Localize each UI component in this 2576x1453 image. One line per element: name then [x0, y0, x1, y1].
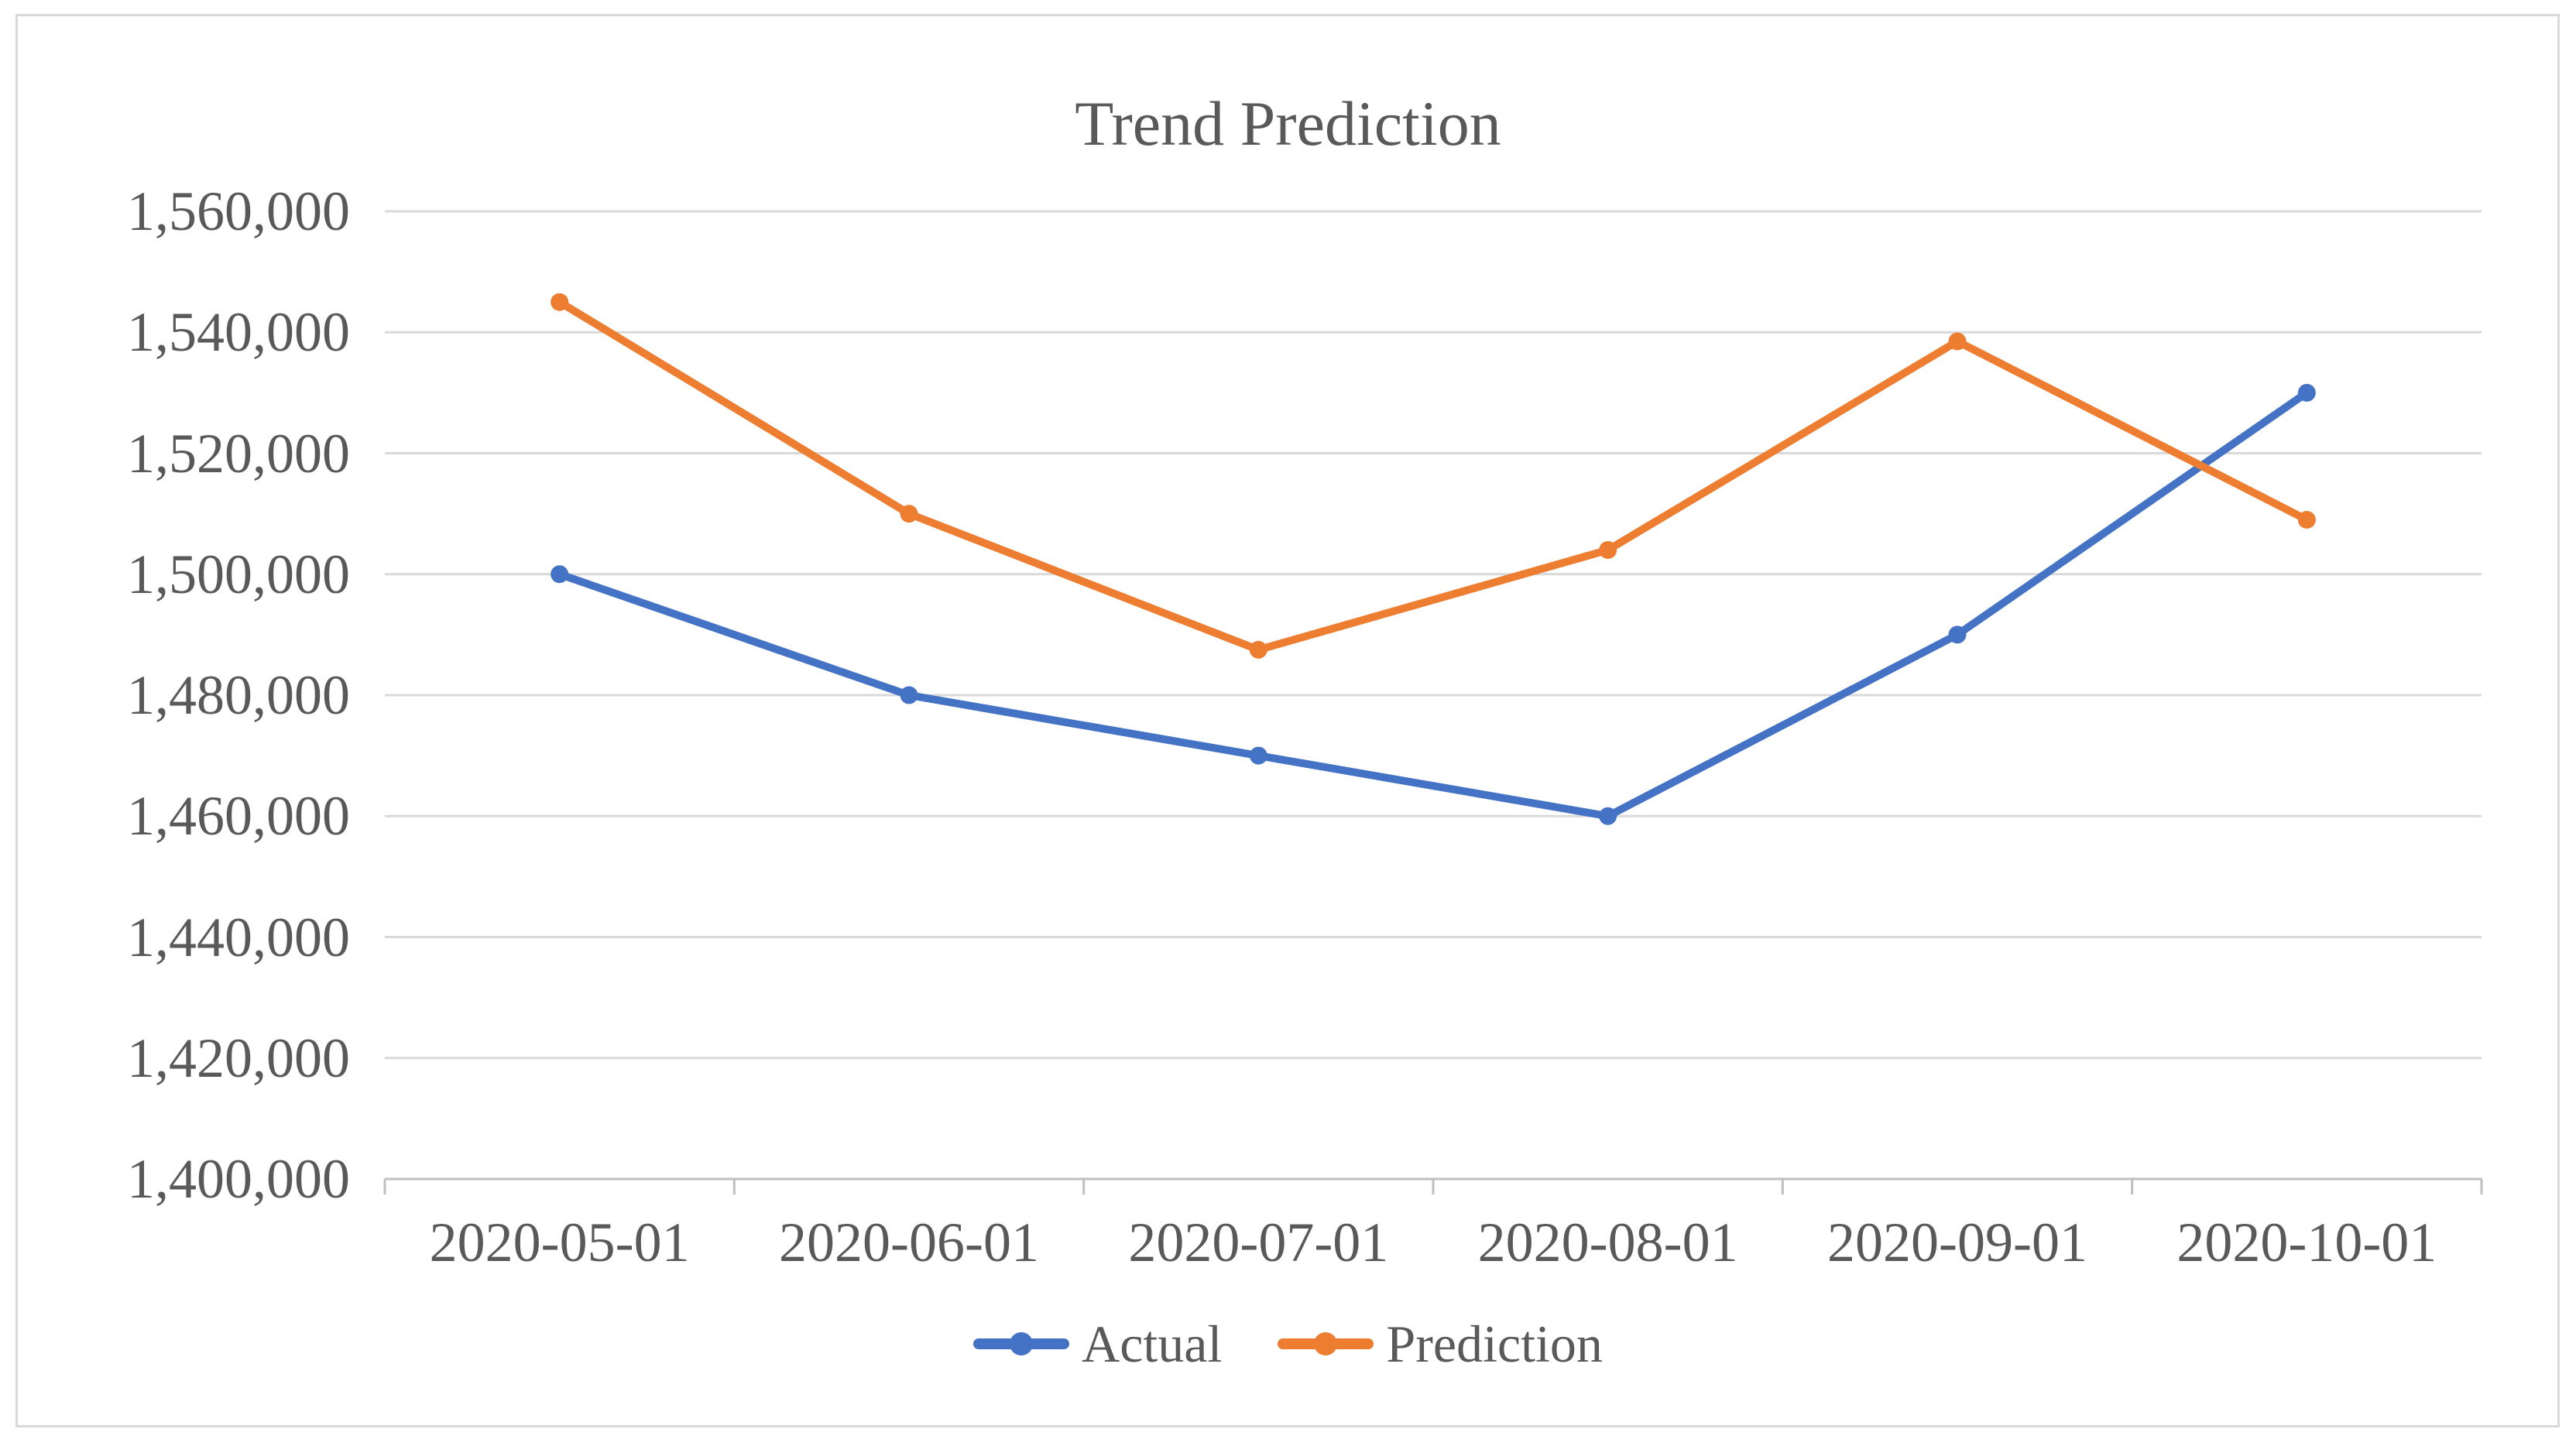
y-axis-label: 1,400,000	[127, 1148, 350, 1210]
series-line-prediction	[555, 298, 2311, 654]
data-point-prediction-6	[2297, 510, 2316, 529]
y-axis-label: 1,540,000	[127, 301, 350, 364]
x-axis-label: 2020-06-01	[779, 1211, 1039, 1273]
data-point-prediction-3	[1249, 640, 1267, 659]
data-point-actual-2	[900, 686, 918, 704]
legend: Actual Prediction	[0, 1308, 2576, 1379]
data-point-prediction-5	[1948, 332, 1967, 351]
legend-marker-prediction-icon	[1278, 1332, 1374, 1355]
y-axis-label: 1,520,000	[127, 422, 350, 485]
legend-item-prediction: Prediction	[1278, 1308, 1603, 1379]
y-axis-label: 1,460,000	[127, 785, 350, 848]
x-axis-label: 2020-08-01	[1477, 1211, 1738, 1273]
y-axis-label: 1,560,000	[127, 180, 350, 242]
legend-label-actual: Actual	[1082, 1314, 1223, 1373]
x-axis-label: 2020-10-01	[2176, 1211, 2437, 1273]
chart-border	[15, 14, 2560, 1427]
x-axis-label: 2020-05-01	[429, 1211, 690, 1273]
data-point-actual-5	[1948, 625, 1967, 644]
data-point-actual-4	[1599, 807, 1617, 825]
data-point-actual-1	[551, 565, 569, 584]
y-axis-label: 1,420,000	[127, 1026, 350, 1089]
legend-item-actual: Actual	[973, 1308, 1222, 1379]
x-axis-label: 2020-07-01	[1128, 1211, 1389, 1273]
data-point-prediction-2	[900, 505, 918, 523]
y-axis-label: 1,440,000	[127, 906, 350, 968]
y-axis-label: 1,480,000	[127, 664, 350, 726]
y-axis-label: 1,500,000	[127, 543, 350, 605]
series-line-actual	[555, 389, 2311, 821]
data-point-actual-6	[2297, 383, 2316, 402]
data-point-prediction-4	[1599, 541, 1617, 559]
chart-title: Trend Prediction	[1075, 88, 1501, 159]
legend-label-prediction: Prediction	[1386, 1314, 1603, 1373]
legend-marker-actual-icon	[973, 1332, 1070, 1355]
data-point-prediction-1	[551, 293, 569, 311]
data-point-actual-3	[1249, 746, 1267, 765]
x-axis-label: 2020-09-01	[1827, 1211, 2087, 1273]
